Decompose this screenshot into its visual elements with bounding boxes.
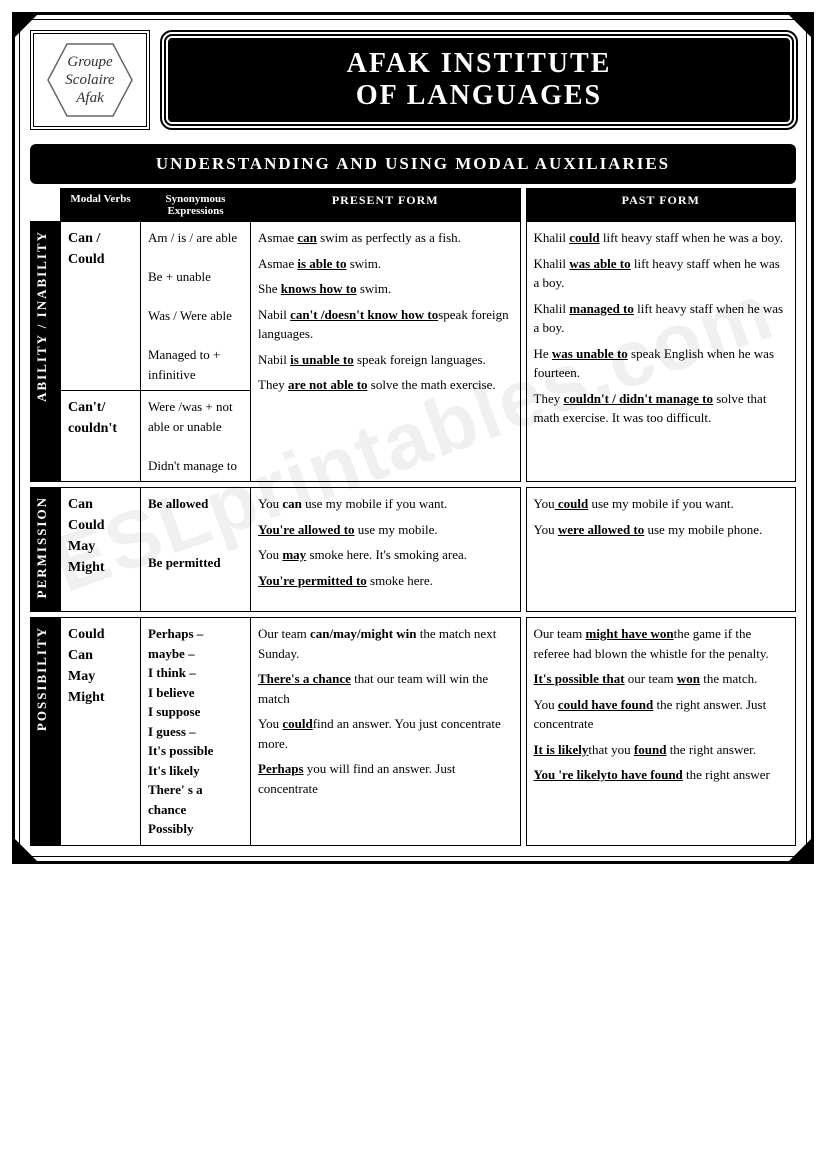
cat-possibility: POSSIBILITY (31, 618, 61, 846)
document-frame: ESLprintables.com Groupe Scolaire Afak A… (12, 12, 814, 864)
corner-decoration (12, 12, 40, 40)
header-row: Groupe Scolaire Afak AFAK INSTITUTE OF L… (30, 30, 796, 130)
corner-decoration (786, 12, 814, 40)
subtitle: UNDERSTANDING AND USING MODAL AUXILIARIE… (30, 144, 796, 184)
logo-box: Groupe Scolaire Afak (30, 30, 150, 130)
possibility-row: POSSIBILITY CouldCanMayMight Perhaps –ma… (31, 618, 796, 846)
col-syn: Synonymous Expressions (141, 189, 251, 222)
corner-decoration (12, 836, 40, 864)
corner-decoration (786, 836, 814, 864)
logo-hexagon: Groupe Scolaire Afak (45, 41, 135, 119)
logo-line1: Groupe (67, 53, 112, 71)
col-past: PAST FORM (526, 189, 796, 222)
main-title: AFAK INSTITUTE OF LANGUAGES (162, 32, 796, 128)
title-line1: AFAK INSTITUTE (188, 48, 770, 80)
col-present: PRESENT FORM (251, 189, 521, 222)
syn-possibility: Perhaps –maybe –I think –I believeI supp… (141, 618, 251, 846)
present-permission: You can use my mobile if you want.You're… (251, 488, 521, 612)
modal-cant: Can't/ couldn't (61, 391, 141, 482)
cat-permission: PERMISSION (31, 488, 61, 612)
syn-ability-b: Were /was + not able or unableDidn't man… (141, 391, 251, 482)
title-line2: OF LANGUAGES (188, 80, 770, 112)
header-row: Modal Verbs Synonymous Expressions PRESE… (31, 189, 796, 222)
syn-permission: Be allowedBe permitted (141, 488, 251, 612)
present-possibility: Our team can/may/might win the match nex… (251, 618, 521, 846)
modal-possibility: CouldCanMayMight (61, 618, 141, 846)
modal-can-could: Can / Could (61, 222, 141, 391)
ability-row-1: ABILITY / INABILITY Can / Could Am / is … (31, 222, 796, 391)
syn-ability-a: Am / is / are ableBe + unableWas / Were … (141, 222, 251, 391)
col-modal: Modal Verbs (61, 189, 141, 222)
present-ability: Asmae can swim as perfectly as a fish.As… (251, 222, 521, 482)
logo-line2: Scolaire (65, 71, 114, 89)
past-ability: Khalil could lift heavy staff when he wa… (526, 222, 796, 482)
past-possibility: Our team might have wonthe game if the r… (526, 618, 796, 846)
logo-line3: Afak (76, 89, 104, 107)
cat-ability: ABILITY / INABILITY (31, 222, 61, 482)
modal-permission: CanCouldMayMight (61, 488, 141, 612)
modal-table: Modal Verbs Synonymous Expressions PRESE… (30, 188, 796, 846)
permission-row: PERMISSION CanCouldMayMight Be allowedBe… (31, 488, 796, 612)
inner-frame: Groupe Scolaire Afak AFAK INSTITUTE OF L… (19, 19, 807, 857)
past-permission: You could use my mobile if you want.You … (526, 488, 796, 612)
